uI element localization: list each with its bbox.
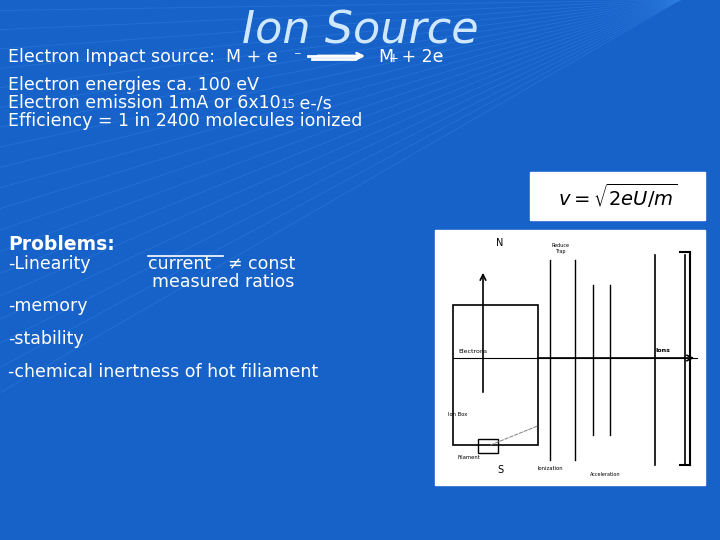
- Text: -chemical inertness of hot filiament: -chemical inertness of hot filiament: [8, 363, 318, 381]
- Text: Ion Box: Ion Box: [448, 413, 467, 417]
- Text: Problems:: Problems:: [8, 235, 114, 254]
- Text: Ionization: Ionization: [537, 466, 563, 471]
- Text: ⁻: ⁻: [293, 49, 301, 64]
- Text: +: +: [389, 52, 399, 65]
- Text: current: current: [148, 255, 211, 273]
- Text: -memory: -memory: [8, 297, 88, 315]
- Text: ⁻: ⁻: [436, 52, 442, 65]
- Bar: [435, 230, 705, 485]
- Text: 15: 15: [281, 98, 296, 111]
- Text: measured ratios: measured ratios: [152, 273, 294, 291]
- Text: Efficiency = 1 in 2400 molecules ionized: Efficiency = 1 in 2400 molecules ionized: [8, 112, 362, 130]
- Text: Ion Source: Ion Source: [242, 10, 478, 53]
- Text: Electron Impact source:  M + e: Electron Impact source: M + e: [8, 48, 278, 66]
- Bar: [453, 305, 538, 445]
- Text: Ions: Ions: [655, 348, 670, 353]
- Text: Filament: Filament: [458, 455, 481, 460]
- Text: Electrons: Electrons: [458, 349, 487, 354]
- Bar: [478, 439, 498, 453]
- Text: $v = \sqrt{2eU/m}$: $v = \sqrt{2eU/m}$: [558, 182, 677, 210]
- Text: e-/s: e-/s: [294, 94, 332, 112]
- Text: Reduce
Trap: Reduce Trap: [551, 243, 569, 254]
- Text: -stability: -stability: [8, 330, 84, 348]
- Text: M: M: [378, 48, 393, 66]
- Text: N: N: [496, 238, 504, 248]
- Text: Electron energies ca. 100 eV: Electron energies ca. 100 eV: [8, 76, 259, 94]
- Text: ≠ const: ≠ const: [228, 255, 295, 273]
- Text: -Linearity: -Linearity: [8, 255, 91, 273]
- Bar: [530, 172, 705, 220]
- Text: + 2e: + 2e: [396, 48, 444, 66]
- Text: Acceleration: Acceleration: [590, 472, 620, 477]
- Text: Electron emission 1mA or 6x10: Electron emission 1mA or 6x10: [8, 94, 281, 112]
- Text: S: S: [497, 465, 503, 475]
